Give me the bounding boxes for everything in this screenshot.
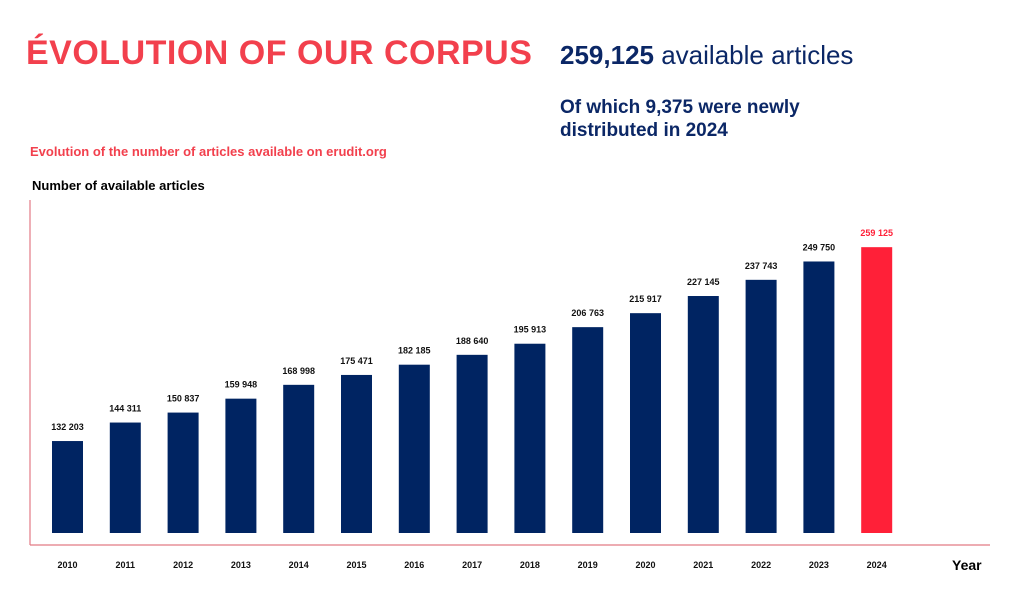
data-label-2015: 175 471 [340,356,373,366]
x-tick-2013: 2013 [231,560,251,570]
bar-2011 [109,422,141,533]
bar-2018 [514,343,546,533]
data-label-2018: 195 913 [514,325,547,335]
x-tick-2012: 2012 [173,560,193,570]
data-label-2024: 259 125 [860,228,893,238]
data-label-2019: 206 763 [571,308,604,318]
total-articles-headline: 259,125 available articles [560,40,853,71]
data-label-2023: 249 750 [803,242,836,252]
x-axis-label: Year [952,557,982,573]
data-label-2016: 182 185 [398,346,431,356]
bar-2024 [861,247,893,533]
x-tick-2014: 2014 [289,560,309,570]
new-articles-subtitle: Of which 9,375 were newly distributed in… [560,97,800,141]
bar-2019 [572,327,604,533]
data-label-2014: 168 998 [282,366,315,376]
bar-2022 [745,279,777,533]
data-label-2012: 150 837 [167,394,200,404]
x-tick-2023: 2023 [809,560,829,570]
x-tick-2018: 2018 [520,560,540,570]
x-tick-2024: 2024 [867,560,887,570]
x-tick-2022: 2022 [751,560,771,570]
page-title: ÉVOLUTION OF OUR CORPUS [26,34,533,72]
x-tick-2021: 2021 [693,560,713,570]
bar-2017 [456,354,488,533]
x-tick-2010: 2010 [57,560,77,570]
bar-2015 [341,374,372,533]
bar-2021 [687,296,719,533]
bar-2023 [803,261,835,533]
total-articles-value: 259,125 [560,40,654,70]
chart-title: Evolution of the number of articles avai… [30,144,387,159]
bar-2012 [167,412,199,533]
bar-2016 [398,364,430,533]
bar-2014 [283,384,315,533]
x-tick-2020: 2020 [635,560,655,570]
bar-2013 [225,398,257,533]
data-label-2011: 144 311 [109,404,141,414]
x-tick-2015: 2015 [346,560,366,570]
data-label-2013: 159 948 [225,380,258,390]
data-label-2010: 132 203 [51,422,84,432]
bar-2010 [52,441,83,533]
data-label-2020: 215 917 [629,294,662,304]
x-tick-2017: 2017 [462,560,482,570]
bar-2020 [630,313,661,533]
x-tick-2016: 2016 [404,560,424,570]
data-label-2021: 227 145 [687,277,720,287]
x-tick-2011: 2011 [116,560,136,570]
total-articles-label: available articles [661,40,854,70]
data-label-2017: 188 640 [456,336,489,346]
y-axis-label: Number of available articles [32,178,205,193]
x-tick-2019: 2019 [578,560,598,570]
data-label-2022: 237 743 [745,261,778,271]
